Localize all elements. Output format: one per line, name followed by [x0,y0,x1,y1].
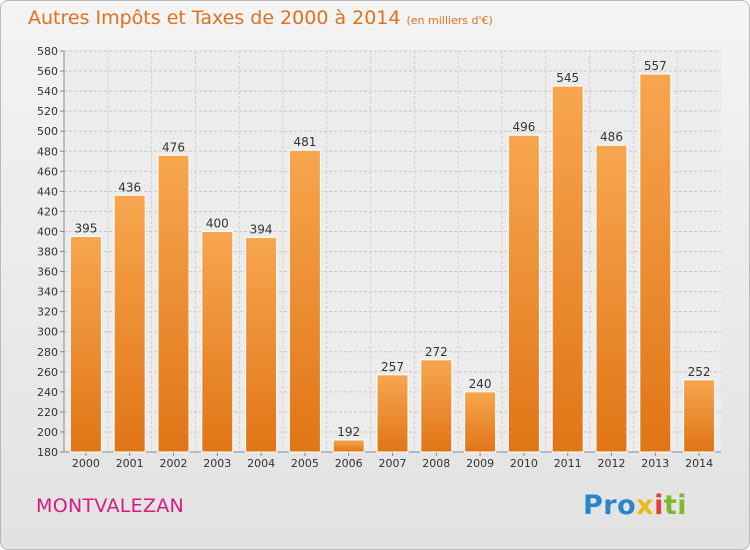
bar-2005 [288,149,321,453]
x-tick-label: 2011 [554,457,582,470]
chart-title: Autres Impôts et Taxes de 2000 à 2014 (en… [28,7,493,29]
y-tick-label: 580 [37,45,58,58]
y-tick-label: 500 [37,125,58,138]
y-tick-label: 200 [37,426,58,439]
y-tick-label: 440 [37,185,58,198]
x-tick-label: 2013 [641,457,669,470]
data-label: 436 [118,180,141,194]
y-tick-label: 300 [37,326,58,339]
chart-title-unit: (en milliers d'€) [406,14,493,27]
bar-2007 [376,374,409,453]
y-tick-label: 240 [37,386,58,399]
y-tick-label: 360 [37,266,58,279]
data-label: 476 [162,140,185,154]
data-label: 252 [688,365,711,379]
y-tick-label: 540 [37,85,58,98]
logo-part-2: x [636,490,655,521]
bar-2004 [245,236,278,453]
x-tick-label: 2009 [466,457,494,470]
y-tick-label: 320 [37,306,58,319]
y-tick-label: 280 [37,346,58,359]
y-tick-label: 260 [37,366,58,379]
bar-2002 [157,154,190,453]
bar-2013 [639,73,672,453]
logo-part-4: ti [663,490,688,521]
bar-2010 [507,134,540,453]
logo-part-3: i [654,490,664,521]
bar-2003 [201,230,234,453]
x-tick-label: 2000 [72,457,100,470]
data-label: 496 [512,120,535,134]
axes: 180 200 220 240 260 280 300 320 340 360 380 400 420 4… [37,45,721,470]
x-tick-label: 2005 [291,457,319,470]
data-label: 257 [381,360,404,374]
x-tick-label: 2007 [379,457,407,470]
data-label: 272 [425,345,448,359]
y-tick-label: 380 [37,246,58,259]
data-label: 192 [337,425,360,439]
x-tick-label: 2003 [203,457,231,470]
data-label: 481 [293,135,316,149]
bar-2001 [113,194,146,453]
x-tick-label: 2004 [247,457,275,470]
logo-part-1: Pro [583,490,637,521]
bar-2012 [595,144,628,453]
y-tick-label: 340 [37,286,58,299]
y-tick-label: 560 [37,65,58,78]
x-tick-label: 2012 [598,457,626,470]
bar-2006 [332,439,365,453]
data-labels: 395 436 476 400 394 481 192 257 272 240 496 545 486 5… [74,59,710,439]
chart-title-text: Autres Impôts et Taxes de 2000 à 2014 [28,7,401,29]
bar-2000 [69,235,102,453]
bars [69,73,716,453]
y-tick-label: 400 [37,225,58,238]
x-tick-label: 2006 [335,457,363,470]
y-tick-label: 180 [37,446,58,459]
data-label: 395 [74,221,97,235]
y-tick-label: 220 [37,406,58,419]
x-tick-label: 2010 [510,457,538,470]
bar-2009 [464,391,497,453]
bar-2014 [683,379,716,453]
x-tick-label: 2014 [685,457,713,470]
data-label: 240 [469,377,492,391]
bar-2008 [420,359,453,453]
x-tick-label: 2001 [116,457,144,470]
x-tick-label: 2008 [422,457,450,470]
data-label: 545 [556,71,579,85]
proxiti-logo[interactable]: Proxiti [583,490,687,521]
data-label: 557 [644,59,667,73]
data-label: 486 [600,130,623,144]
data-label: 400 [206,216,229,230]
bar-2011 [551,85,584,453]
data-label: 394 [250,222,273,236]
y-tick-label: 420 [37,205,58,218]
commune-name: MONTVALEZAN [36,495,185,517]
y-tick-label: 520 [37,105,58,118]
x-tick-label: 2002 [160,457,188,470]
y-tick-label: 480 [37,145,58,158]
y-tick-label: 460 [37,165,58,178]
